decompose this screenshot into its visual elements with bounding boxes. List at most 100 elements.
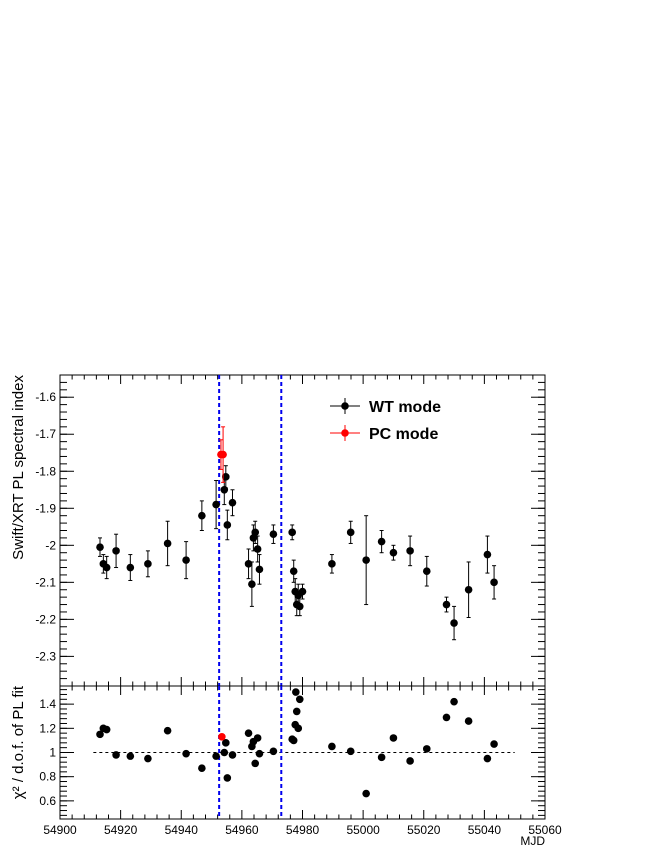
y-tick-label: -2 [45,538,56,552]
data-point [328,742,336,751]
data-point [292,688,300,696]
spectral-index-panel: -1.6 -1.7 -1.8 -1.9 -2 -2.1 -2.2 -2.3 Swift/XRT… [10,374,546,687]
y-tick-label: -1.7 [35,427,56,441]
data-point [288,528,296,537]
data-point [222,739,230,747]
data-point [490,578,498,587]
x-tick-label: 55000 [346,823,380,837]
y-tick-label: 1.2 [39,721,56,735]
data-point [144,754,152,763]
data-point [362,556,370,564]
chi2-points [96,688,498,798]
data-point [251,528,260,537]
data-point [222,473,230,481]
data-point [220,748,229,757]
data-point [228,498,237,507]
data-point [298,587,307,596]
legend-wt-label: WT mode [369,399,441,416]
data-point [406,547,414,555]
data-point [346,747,355,756]
data-point [218,732,226,741]
data-point [289,736,298,745]
spectral-index-points [96,426,498,641]
data-point [269,530,278,539]
bottom-y-axis: 0.6 0.8 1 1.2 1.4 [39,689,545,816]
data-point [483,550,492,559]
data-point [126,563,135,572]
data-point [163,726,172,735]
x-tick-label: 54920 [104,823,138,837]
data-point [198,511,206,520]
data-point [483,754,492,763]
top-x-axis-ticks [59,375,546,686]
data-point [442,713,451,722]
top-plot-frame [59,374,546,687]
data-point [253,734,262,742]
legend-pc-marker [341,429,349,437]
x-axis-title: MJD [520,834,545,846]
data-point [219,450,227,459]
y-tick-label: 0.8 [39,770,56,784]
bottom-vertical-markers [218,686,283,819]
data-point [223,521,232,529]
data-point [442,600,451,609]
x-tick-label: 55020 [407,823,441,837]
y-tick-label: 1 [49,746,56,760]
data-point [422,567,431,576]
top-vertical-markers [218,375,283,686]
legend-wt-marker [341,402,349,410]
data-point [377,537,386,546]
data-point [389,734,398,742]
chi2-panel: 0.60.811.21.4 54900 54920 54940 54960 54980 5… [10,685,562,846]
data-point [182,556,190,564]
data-point [112,547,120,555]
bottom-x-axis: 54900 54920 54940 54960 54980 55000 55020 55040… [43,686,562,837]
y-tick-label: 1.4 [39,697,56,711]
x-tick-label: 54940 [165,823,199,837]
data-point [96,730,104,739]
x-tick-label: 55060 [528,823,562,837]
data-point [269,747,278,756]
data-point [228,751,237,759]
data-point [464,585,473,594]
data-point [244,560,253,568]
x-tick-label: 54980 [286,823,320,837]
data-point [144,560,152,568]
data-point [220,485,229,494]
data-point [328,560,336,568]
y-tick-label: -2.1 [35,575,56,589]
x-tick-label: 54960 [225,823,259,837]
data-point [102,725,111,734]
legend-entry-pc: PC mode [330,425,438,443]
data-point [422,745,431,753]
data-point [255,565,264,574]
data-point [102,563,111,572]
bottom-y-axis-title: χ² / d.o.f. of PL fit [10,685,27,799]
data-point [295,695,304,704]
data-point [212,500,220,509]
data-point [223,774,232,782]
data-point [450,619,458,627]
legend-entry-wt: WT mode [330,398,441,416]
data-point [126,752,135,760]
top-y-axis-title: Swift/XRT PL spectral index [10,375,27,560]
data-point [251,759,260,768]
data-point [255,749,264,758]
legend: WT mode PC mode [330,398,441,443]
y-tick-label: -1.9 [35,501,56,515]
x-tick-label: 55040 [468,823,502,837]
y-tick-label: -1.6 [35,390,56,404]
data-point [292,707,301,716]
data-point [253,545,262,553]
y-tick-label: -1.8 [35,464,56,478]
y-tick-label: 0.6 [39,794,56,808]
legend-pc-label: PC mode [369,426,438,443]
data-point [295,602,304,611]
data-point [182,749,190,758]
data-point [289,567,298,576]
data-point [112,751,120,759]
data-point [198,764,206,773]
data-point [377,753,386,762]
x-tick-label: 54900 [43,823,77,837]
